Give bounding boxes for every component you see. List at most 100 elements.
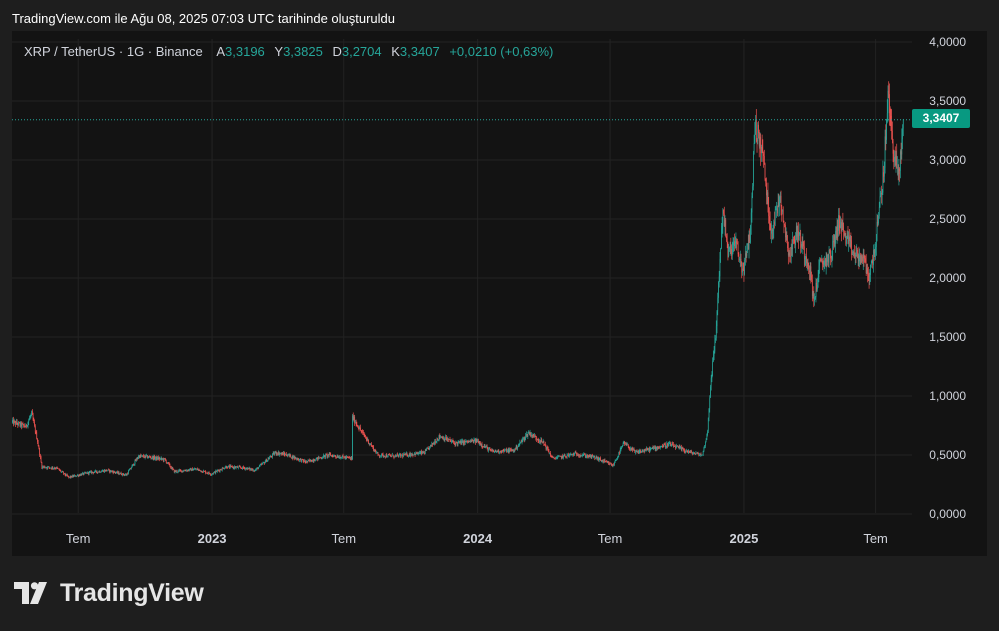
candle-body xyxy=(200,470,201,472)
candle-body xyxy=(600,460,602,461)
candle-body xyxy=(546,446,548,449)
candle-body xyxy=(766,183,767,196)
candlestick-chart[interactable]: 4,0000 3,5000 3,0000 2,5000 2,0000 1,5000 1,00… xyxy=(12,31,987,556)
candle-body xyxy=(790,247,792,257)
candle-body xyxy=(92,471,94,473)
candle-body xyxy=(803,241,804,247)
candle-body xyxy=(69,476,71,478)
candle-body xyxy=(227,466,229,469)
candle-body xyxy=(776,208,778,210)
candle-body xyxy=(684,451,686,452)
candle-body xyxy=(266,459,267,462)
candle-body xyxy=(758,124,759,134)
symbol-title[interactable]: XRP / TetherUS · 1G · Binance xyxy=(24,44,203,59)
candle-body xyxy=(602,460,604,462)
candle-body xyxy=(661,445,663,447)
candle-body xyxy=(892,130,893,142)
candle-body xyxy=(37,441,39,446)
candle-body xyxy=(790,255,791,257)
candle-body xyxy=(285,453,286,456)
candle-body xyxy=(662,445,663,447)
candle-body xyxy=(443,437,445,441)
candle-body xyxy=(701,455,703,456)
candle-body xyxy=(211,474,212,476)
candle-body xyxy=(76,475,78,477)
candle-body xyxy=(181,470,183,472)
candle-body xyxy=(901,139,903,155)
candle-body xyxy=(229,465,230,468)
candle-body xyxy=(601,460,603,462)
candle-body xyxy=(130,467,132,469)
candle-body xyxy=(859,254,860,262)
candle-body xyxy=(527,433,529,437)
candle-body xyxy=(821,260,823,262)
candle-body xyxy=(164,458,166,460)
candle-body xyxy=(622,445,623,448)
candle-body xyxy=(545,446,547,449)
candle-body xyxy=(405,453,407,455)
candle-body xyxy=(380,455,382,457)
candle-body xyxy=(695,452,697,454)
candle-body xyxy=(234,466,235,469)
symbol-legend: XRP / TetherUS · 1G · Binance A3,3196 Y3… xyxy=(24,44,553,59)
candle-body xyxy=(793,239,794,241)
candle-body xyxy=(56,467,57,469)
candle-body xyxy=(413,453,415,455)
candle-body xyxy=(346,456,348,458)
candle-body xyxy=(738,254,740,261)
candle-body xyxy=(502,450,504,451)
candle-body xyxy=(219,470,220,472)
candle-body xyxy=(294,457,296,459)
candle-body xyxy=(625,443,627,445)
candle-body xyxy=(453,441,454,443)
candle-body xyxy=(883,172,884,177)
candle-body xyxy=(50,467,51,469)
candle-body xyxy=(152,456,154,460)
candle-body xyxy=(310,459,312,462)
candle-body xyxy=(818,265,820,278)
candle-body xyxy=(126,473,128,476)
candle-body xyxy=(221,469,222,471)
candle-body xyxy=(819,259,821,261)
candle-body xyxy=(686,450,688,452)
candle-body xyxy=(621,447,623,448)
candle-body xyxy=(501,451,503,453)
candle-body xyxy=(709,397,711,409)
candle-body xyxy=(520,441,522,443)
candle-body xyxy=(178,470,179,472)
candle-body xyxy=(454,442,456,445)
candle-body xyxy=(207,473,209,474)
candle-body xyxy=(835,230,837,238)
candle-body xyxy=(122,473,123,476)
candle-body xyxy=(752,186,754,196)
candle-body xyxy=(655,446,657,450)
candle-body xyxy=(614,460,616,463)
candle-body xyxy=(48,466,50,468)
candle-body xyxy=(634,450,636,453)
candle-body xyxy=(18,422,19,426)
candle-body xyxy=(573,454,575,456)
candle-body xyxy=(457,442,459,445)
candle-body xyxy=(784,223,786,226)
candle-body xyxy=(580,455,582,457)
candle-body xyxy=(440,436,442,438)
candle-body xyxy=(727,243,729,258)
candle-body xyxy=(547,446,548,449)
candle-body xyxy=(341,457,342,459)
candle-body xyxy=(464,440,465,443)
candle-body xyxy=(135,460,137,462)
candle-body xyxy=(279,453,281,455)
candle-body xyxy=(203,470,205,472)
candle-body xyxy=(668,443,670,445)
candle-body xyxy=(550,455,552,457)
candle-body xyxy=(418,453,420,455)
candle-body xyxy=(101,471,103,472)
candle-body xyxy=(768,204,770,217)
candle-body xyxy=(857,255,859,258)
candle-body xyxy=(712,360,713,374)
candle-body xyxy=(855,255,857,256)
candle-body xyxy=(760,137,762,154)
candle-body xyxy=(849,236,850,241)
candle-body xyxy=(772,230,774,231)
chart-panel[interactable]: 4,0000 3,5000 3,0000 2,5000 2,0000 1,5000 1,00… xyxy=(12,31,987,556)
